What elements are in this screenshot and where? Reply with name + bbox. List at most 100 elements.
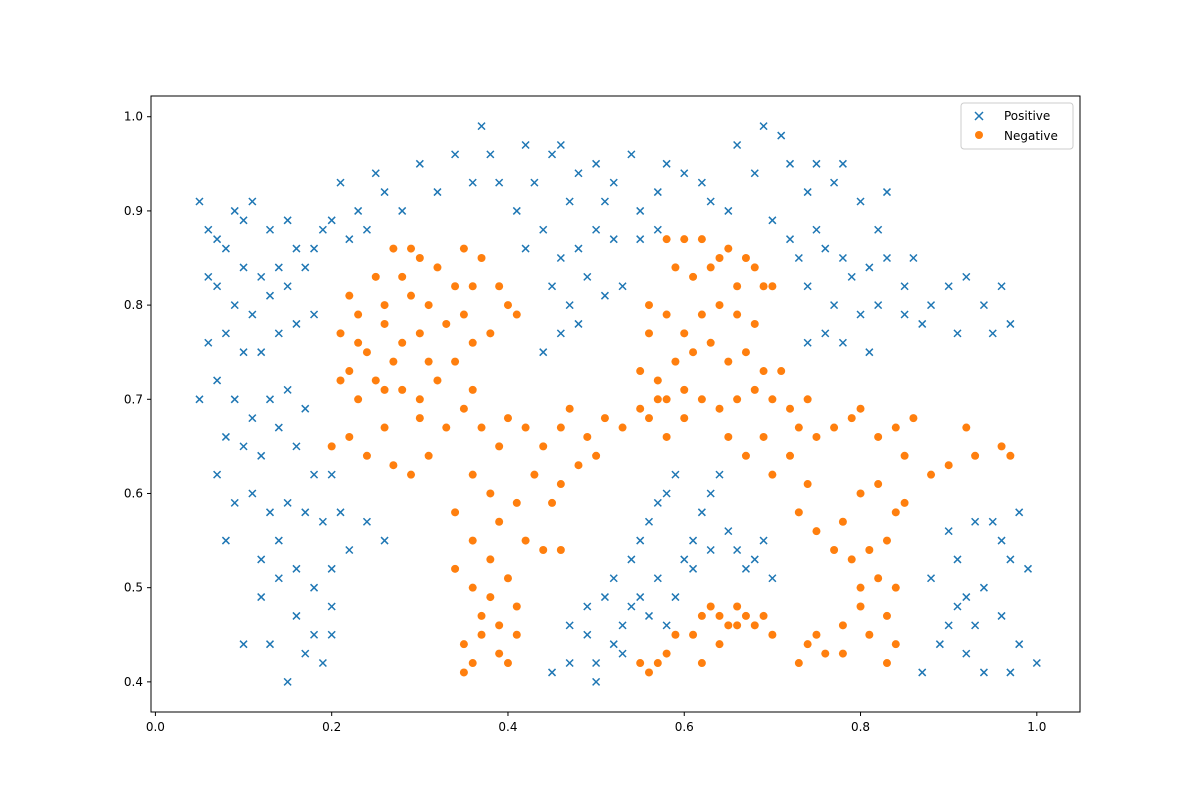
point-positive [600, 593, 609, 602]
point-positive [539, 348, 548, 357]
point-negative [865, 630, 874, 639]
point-positive [1006, 555, 1015, 564]
point-positive [204, 272, 213, 281]
point-positive [927, 574, 936, 583]
point-positive [283, 216, 292, 225]
point-negative [777, 367, 786, 376]
point-positive [988, 329, 997, 338]
point-negative [451, 357, 460, 366]
point-positive [680, 555, 689, 564]
point-positive [724, 527, 733, 536]
point-negative [706, 602, 715, 611]
point-negative [697, 395, 706, 404]
point-positive [653, 498, 662, 507]
point-negative [512, 602, 521, 611]
point-positive [248, 197, 257, 206]
point-negative [433, 376, 442, 385]
point-positive [856, 310, 865, 319]
point-negative [477, 423, 486, 432]
point-negative [671, 263, 680, 272]
point-negative [398, 272, 407, 281]
point-positive [671, 593, 680, 602]
point-positive [812, 159, 821, 168]
point-positive [706, 545, 715, 555]
point-positive [239, 216, 248, 225]
point-positive [874, 301, 883, 310]
point-negative [715, 301, 724, 310]
point-positive [265, 508, 275, 517]
point-negative [556, 545, 565, 554]
point-negative [442, 423, 451, 432]
point-positive [583, 272, 592, 281]
point-positive [318, 517, 327, 526]
point-negative [451, 564, 460, 573]
point-positive [345, 235, 354, 244]
point-negative [495, 517, 504, 526]
point-negative [415, 254, 424, 263]
point-negative [495, 442, 504, 451]
point-positive [865, 348, 874, 357]
point-negative [697, 235, 706, 244]
y-tick-label: 0.6 [124, 486, 143, 500]
point-negative [407, 244, 416, 253]
point-positive [609, 640, 618, 649]
point-positive [971, 517, 980, 526]
point-positive [221, 432, 230, 441]
point-positive [195, 395, 204, 404]
point-positive [556, 140, 565, 150]
point-negative [565, 404, 574, 413]
point-negative [354, 395, 363, 404]
point-positive [345, 545, 354, 555]
point-negative [495, 649, 504, 658]
point-positive [310, 310, 319, 319]
point-positive [257, 348, 266, 357]
point-positive [398, 206, 407, 215]
point-positive [671, 470, 680, 479]
point-negative [715, 404, 724, 413]
point-positive [1023, 564, 1033, 573]
point-positive [301, 263, 310, 272]
y-tick-label: 0.9 [124, 204, 143, 218]
point-positive [944, 527, 953, 536]
point-positive [239, 640, 248, 649]
point-positive [882, 253, 892, 263]
point-positive [283, 677, 292, 686]
point-negative [812, 630, 821, 639]
point-negative [512, 310, 521, 319]
point-negative [662, 395, 671, 404]
point-positive [468, 178, 477, 187]
x-tick-label: 0.2 [322, 720, 341, 734]
point-positive [821, 329, 830, 338]
point-positive [283, 385, 292, 394]
point-negative [407, 291, 416, 300]
point-positive [380, 536, 389, 545]
point-negative [891, 583, 900, 592]
point-positive [785, 159, 795, 168]
point-negative [830, 423, 839, 432]
point-negative [653, 376, 662, 385]
point-negative [415, 414, 424, 423]
point-positive [600, 197, 609, 206]
point-negative [468, 659, 477, 668]
point-negative [468, 470, 477, 479]
point-positive [195, 197, 204, 206]
point-negative [468, 338, 477, 347]
point-negative [794, 508, 803, 517]
point-negative [794, 659, 803, 668]
point-positive [838, 253, 847, 263]
point-positive [768, 216, 777, 225]
point-negative [451, 282, 460, 291]
point-negative [759, 367, 768, 376]
point-negative [548, 498, 557, 507]
point-positive [310, 244, 319, 253]
point-negative [847, 555, 856, 564]
point-positive [265, 291, 275, 300]
point-positive [697, 178, 706, 187]
point-positive [689, 564, 698, 573]
point-negative [741, 611, 750, 620]
point-negative [424, 451, 433, 460]
point-positive [292, 319, 301, 328]
point-negative [715, 611, 724, 620]
point-positive [583, 602, 592, 611]
point-positive [565, 197, 574, 206]
